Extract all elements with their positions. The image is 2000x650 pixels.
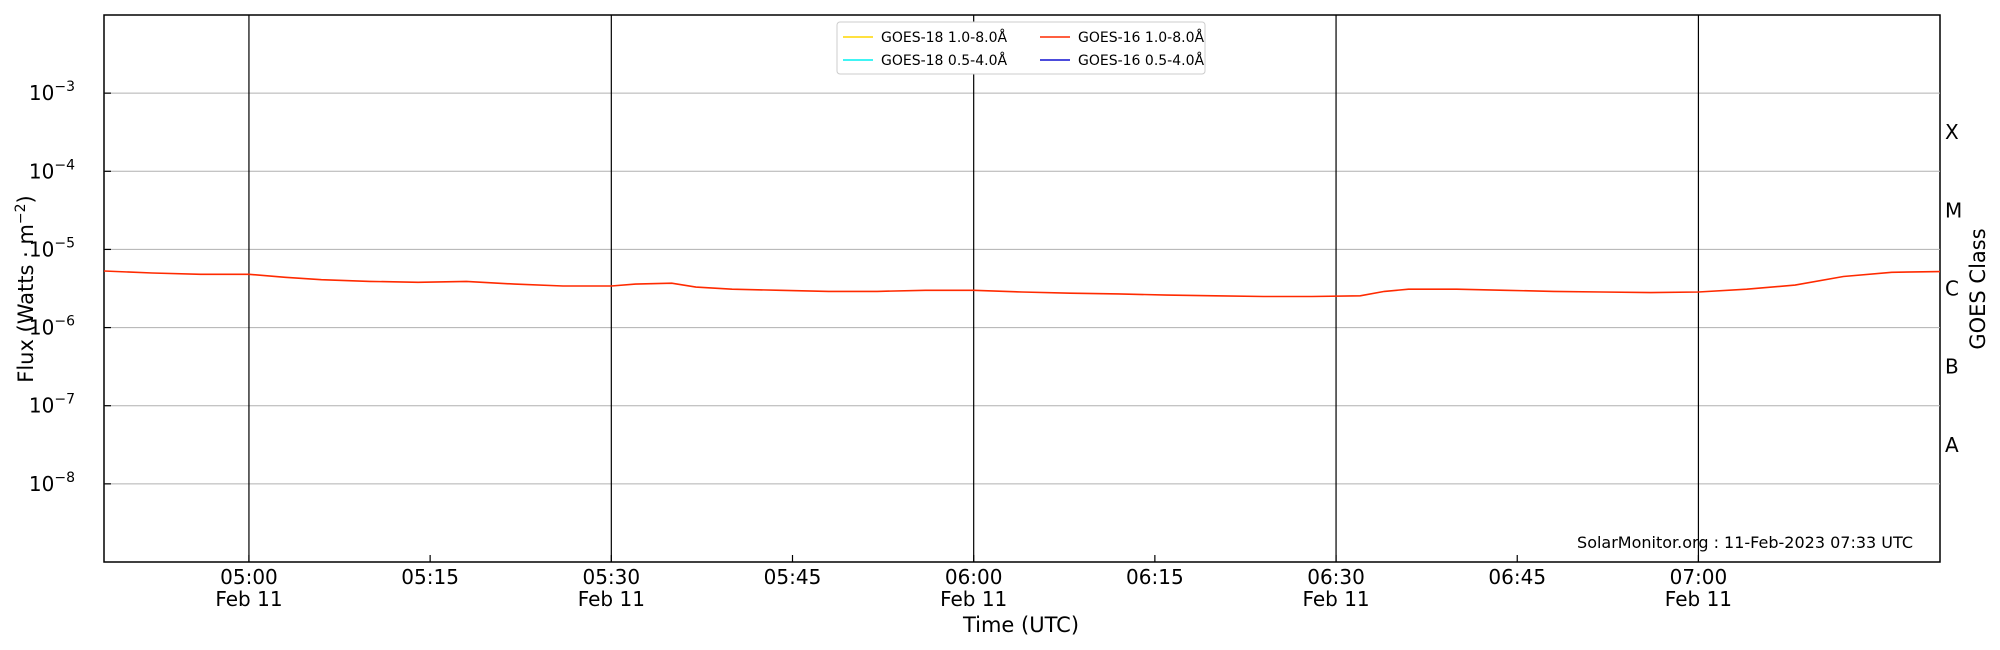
credit-text: SolarMonitor.org : 11-Feb-2023 07:33 UTC [1577,533,1913,552]
y-tick-label-4: 10−4 [29,157,75,183]
legend-box [836,21,1206,75]
series-line-1 [103,270,1941,298]
y-axis-ticks: 10−8 10−7 10−6 10−5 10−4 10−3 [29,79,111,496]
x-tick-date-2: Feb 11 [578,587,645,611]
x-tick-date-8: Feb 11 [1665,587,1732,611]
x-axis-title: Time (UTC) [962,613,1079,637]
legend-label-goes18-long: GOES-18 1.0-8.0Å [881,29,1007,46]
x-tick-label-7: 06:45 [1488,565,1546,589]
y-tick-label-3: 10−5 [29,235,75,261]
x-tick-label-2: 05:30 [582,565,640,589]
x-tick-date-4: Feb 11 [940,587,1007,611]
series-lines [103,270,1941,298]
y-axis-title: Flux (Watts · m−2) [13,195,38,383]
grid-lines [104,92,1940,485]
vertical-day-markers [248,15,1700,562]
right-axis-title: GOES Class [1966,228,1990,349]
y-tick-label-1: 10−7 [29,392,75,418]
plot-area-frame [103,14,1941,563]
legend-label-goes16-long: GOES-16 1.0-8.0Å [1078,29,1204,46]
x-tick-label-5: 06:15 [1126,565,1184,589]
goes-class-c: C [1945,277,1959,301]
x-tick-label-8: 07:00 [1670,565,1728,589]
x-tick-date-0: Feb 11 [215,587,282,611]
x-tick-label-6: 06:30 [1307,565,1365,589]
x-tick-label-1: 05:15 [401,565,459,589]
legend-label-goes18-short: GOES-18 0.5-4.0Å [881,52,1007,69]
x-tick-label-4: 06:00 [945,565,1003,589]
goes-class-x: X [1945,120,1959,144]
x-tick-label-0: 05:00 [220,565,278,589]
y-tick-label-0: 10−8 [29,470,75,496]
goes-class-labels: A B C M X [1945,120,1962,457]
goes-class-a: A [1945,433,1959,457]
y-tick-label-5: 10−3 [29,79,75,105]
x-tick-date-6: Feb 11 [1302,587,1369,611]
goes-class-b: B [1945,355,1959,379]
legend: GOES-18 1.0-8.0Å GOES-16 1.0-8.0Å GOES-1… [836,21,1206,75]
legend-label-goes16-short: GOES-16 0.5-4.0Å [1078,52,1204,69]
goes-class-m: M [1945,198,1962,222]
y-tick-label-2: 10−6 [29,314,75,340]
x-tick-label-3: 05:45 [764,565,822,589]
